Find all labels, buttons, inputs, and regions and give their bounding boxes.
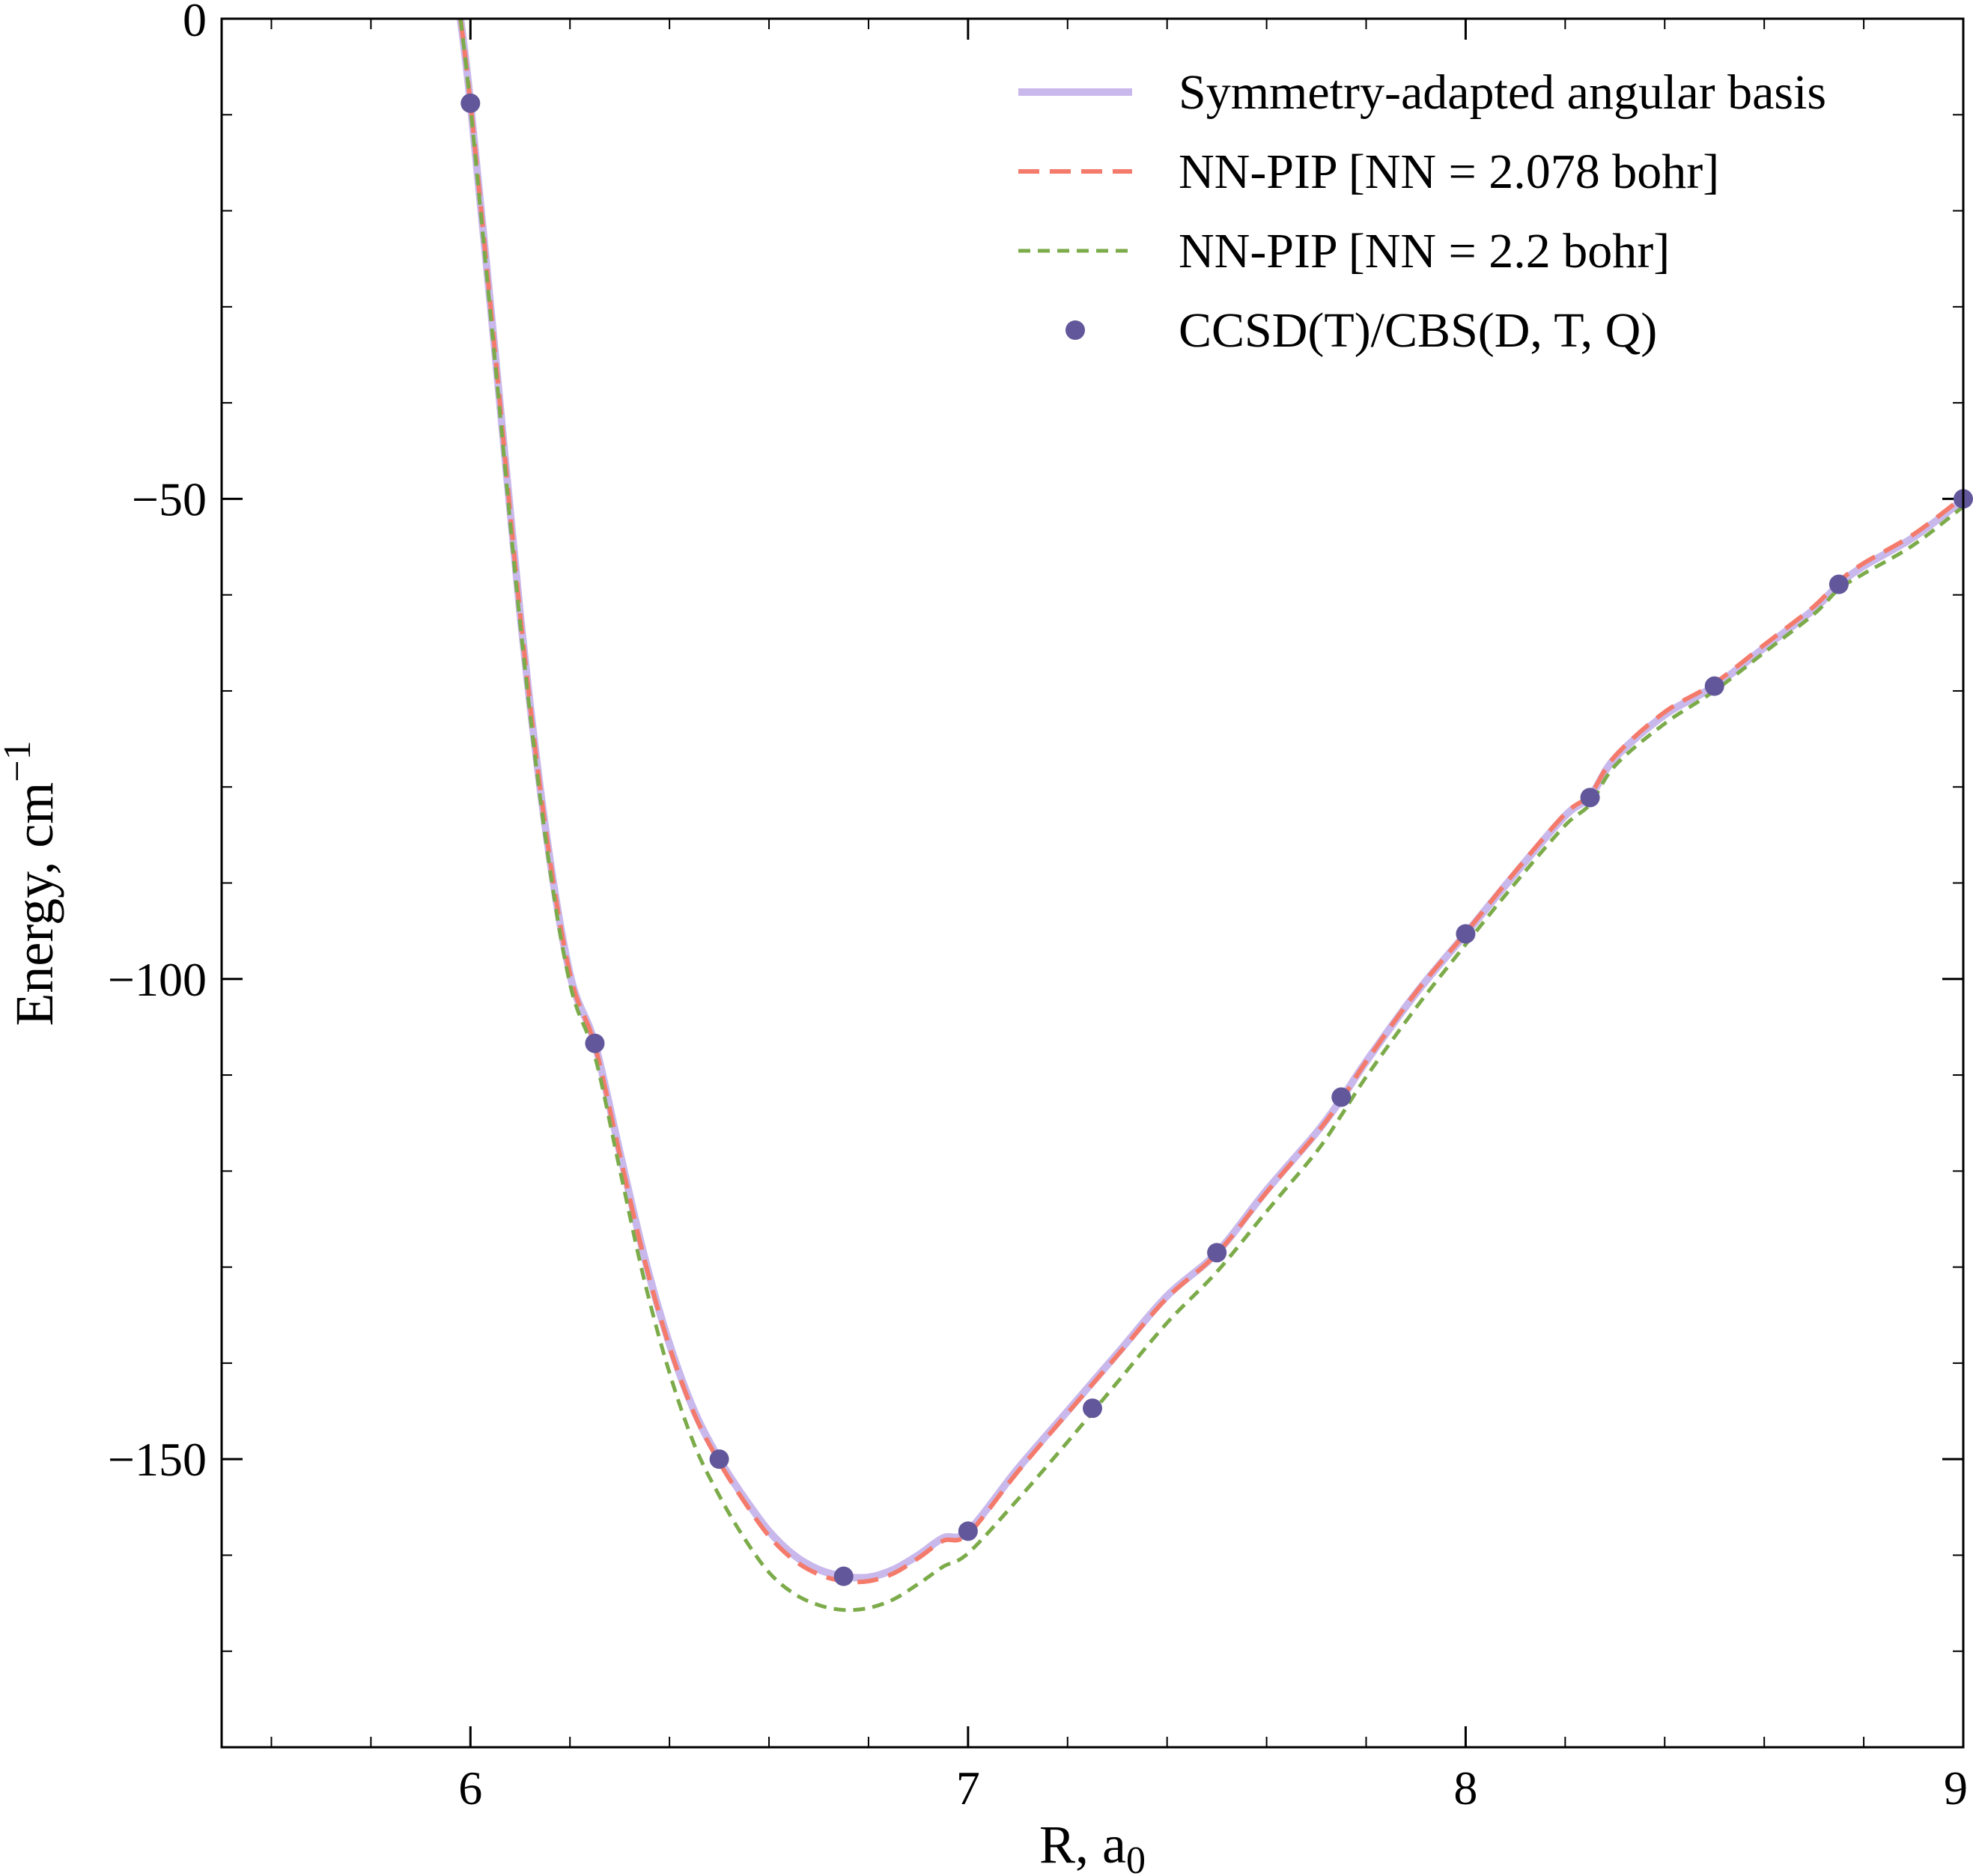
series-markers: [460, 93, 1973, 1586]
ccsd-point: [460, 93, 481, 113]
ccsd-point: [833, 1566, 854, 1586]
ccsd-point: [1704, 676, 1724, 696]
y-tick-label: −100: [108, 953, 207, 1006]
ccsd-point: [1207, 1243, 1227, 1263]
x-tick-label: 6: [458, 1761, 482, 1815]
y-tick-label: −150: [108, 1433, 207, 1486]
ccsd-point: [1331, 1087, 1352, 1107]
y-axis-label: Energy, cm−1: [0, 740, 64, 1026]
x-tick-label: 9: [1944, 1761, 1968, 1815]
x-tick-label: 8: [1453, 1761, 1477, 1815]
legend-label-nn-pip-22: NN-PIP [NN = 2.2 bohr]: [1179, 224, 1670, 278]
ccsd-point: [1456, 924, 1476, 944]
tick-labels: 6 7 8 9 0 −50 −100 −150: [108, 0, 1968, 1815]
legend: Symmetry-adapted angular basis NN-PIP [NN…: [1018, 65, 1826, 358]
series-line-nn-pip-22: [458, 19, 1963, 1612]
plot-background: [222, 19, 1963, 1747]
ccsd-point: [709, 1449, 729, 1470]
ccsd-point: [958, 1521, 978, 1541]
legend-label-ccsd: CCSD(T)/CBS(D, T, Q): [1179, 303, 1657, 358]
ccsd-point: [1580, 788, 1600, 808]
legend-label-nn-pip-2078: NN-PIP [NN = 2.078 bohr]: [1179, 144, 1719, 199]
plot-frame: [220, 17, 1965, 1749]
legend-label-symmetry-adapted: Symmetry-adapted angular basis: [1179, 65, 1826, 120]
y-tick-label: 0: [183, 0, 207, 46]
ccsd-point: [1828, 574, 1849, 594]
ccsd-point: [1083, 1398, 1102, 1419]
series-line-nn-pip-2078: [458, 19, 1963, 1585]
x-axis-label: R, a0: [1039, 1815, 1146, 1876]
x-tick-label: 7: [956, 1761, 980, 1815]
ccsd-point: [585, 1033, 605, 1053]
legend-marker-ccsd: [1065, 320, 1085, 340]
y-tick-label: −50: [132, 472, 207, 526]
